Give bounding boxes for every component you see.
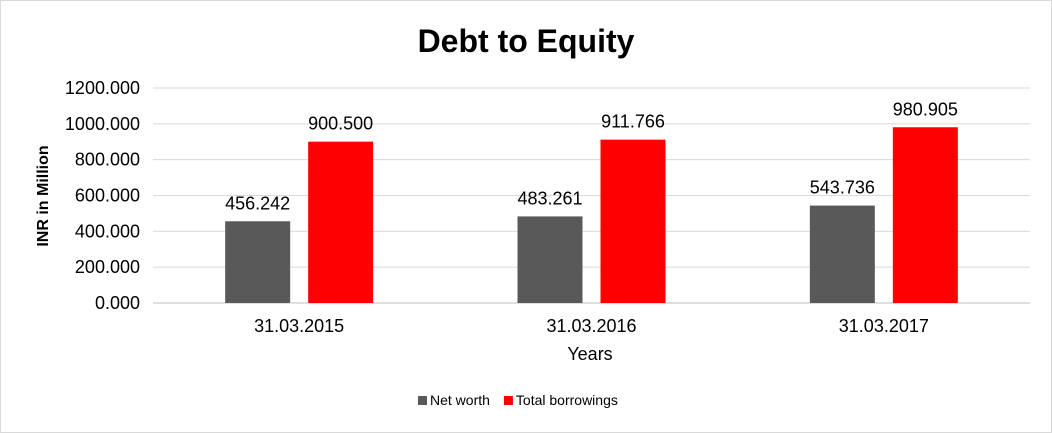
bar-total-borrowings: [308, 141, 374, 303]
x-axis-categories: 31.03.2015 31.03.2016 31.03.2017: [254, 316, 929, 336]
bars: [225, 127, 958, 304]
data-labels: 456.242 900.500 483.261 911.766 543.736 980.9…: [225, 99, 958, 213]
bar-total-borrowings: [600, 139, 666, 303]
chart-title: Debt to Equity: [418, 23, 635, 59]
legend-label: Total borrowings: [516, 392, 618, 408]
legend-swatch: [503, 396, 513, 405]
legend: Net worth Total borrowings: [418, 392, 618, 408]
gridlines: [153, 87, 1030, 304]
x-axis-title: Years: [567, 344, 612, 364]
y-tick-label: 800.000: [75, 150, 140, 170]
data-label: 543.736: [810, 178, 875, 198]
x-category-label: 31.03.2016: [546, 316, 636, 336]
y-axis-ticks: 0.000 200.000 400.000 600.000 800.000 1000.00…: [65, 78, 140, 313]
y-tick-label: 1000.000: [65, 114, 140, 134]
data-label: 900.500: [308, 114, 373, 134]
y-tick-label: 400.000: [75, 221, 140, 241]
bar-net-worth: [517, 216, 583, 303]
x-category-label: 31.03.2015: [254, 316, 344, 336]
data-label: 483.261: [517, 188, 582, 208]
data-label: 980.905: [893, 99, 958, 119]
y-axis-title: INR in Million: [35, 145, 52, 246]
y-tick-label: 0.000: [95, 293, 140, 313]
bar-net-worth: [225, 221, 291, 303]
y-tick-label: 1200.000: [65, 78, 140, 98]
legend-label: Net worth: [430, 392, 490, 408]
data-label: 911.766: [601, 112, 665, 132]
data-label: 456.242: [225, 193, 290, 213]
y-tick-label: 200.000: [75, 257, 140, 277]
x-category-label: 31.03.2017: [839, 316, 929, 336]
y-tick-label: 600.000: [75, 186, 140, 206]
legend-swatch: [418, 396, 427, 405]
bar-total-borrowings: [892, 127, 958, 304]
bar-net-worth: [809, 205, 875, 303]
